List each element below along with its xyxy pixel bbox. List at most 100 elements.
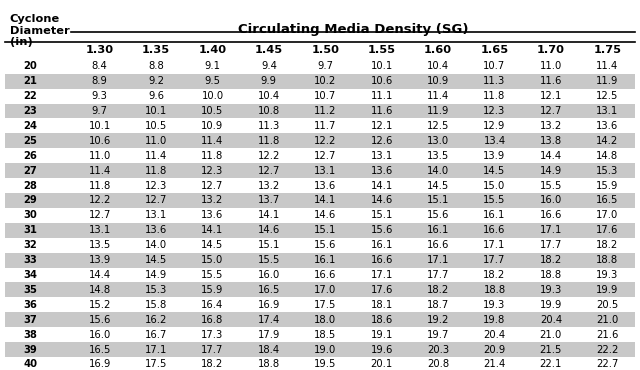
Text: 31: 31 (23, 225, 37, 235)
Text: 16.6: 16.6 (483, 225, 506, 235)
Text: 11.8: 11.8 (483, 91, 506, 101)
Text: 11.6: 11.6 (540, 76, 562, 86)
Text: 16.2: 16.2 (145, 315, 167, 325)
Text: Cyclone
Diameter
(in): Cyclone Diameter (in) (10, 14, 69, 47)
Text: 15.5: 15.5 (483, 195, 506, 205)
Text: 14.9: 14.9 (540, 166, 562, 176)
Text: 19.3: 19.3 (596, 270, 618, 280)
Bar (4, 133, 636, 148)
Text: 14.5: 14.5 (145, 255, 167, 265)
Bar (4, 253, 636, 268)
Text: 13.6: 13.6 (202, 211, 223, 221)
Text: 16.0: 16.0 (540, 195, 562, 205)
Text: 39: 39 (23, 344, 37, 354)
Bar (4, 312, 636, 327)
Text: 19.6: 19.6 (371, 344, 393, 354)
Text: 1.30: 1.30 (86, 45, 114, 55)
Text: 12.3: 12.3 (145, 181, 167, 191)
Text: 19.3: 19.3 (483, 300, 506, 310)
Text: 14.6: 14.6 (371, 195, 393, 205)
Text: 15.6: 15.6 (88, 315, 111, 325)
Text: 38: 38 (23, 330, 37, 340)
Text: 11.4: 11.4 (88, 166, 111, 176)
Text: 18.1: 18.1 (371, 300, 393, 310)
Text: 17.9: 17.9 (258, 330, 280, 340)
Text: 17.7: 17.7 (202, 344, 223, 354)
Text: 13.5: 13.5 (427, 151, 449, 161)
Text: 15.6: 15.6 (314, 240, 337, 250)
Text: 13.9: 13.9 (88, 255, 111, 265)
Text: 15.1: 15.1 (258, 240, 280, 250)
Text: 20.5: 20.5 (596, 300, 618, 310)
Text: 9.7: 9.7 (92, 106, 108, 116)
Text: 16.1: 16.1 (371, 240, 393, 250)
Text: 11.1: 11.1 (371, 91, 393, 101)
Text: 8.8: 8.8 (148, 61, 164, 71)
Text: 22.1: 22.1 (540, 359, 562, 369)
Text: 40: 40 (23, 359, 37, 369)
Text: 21.0: 21.0 (596, 315, 618, 325)
Text: 11.4: 11.4 (202, 136, 223, 146)
Text: 12.9: 12.9 (483, 121, 506, 131)
Text: 10.4: 10.4 (427, 61, 449, 71)
Text: 28: 28 (23, 181, 37, 191)
Text: 14.8: 14.8 (596, 151, 618, 161)
Text: 18.2: 18.2 (596, 240, 618, 250)
Text: 15.5: 15.5 (202, 270, 223, 280)
Text: 15.6: 15.6 (427, 211, 449, 221)
Text: 16.5: 16.5 (88, 344, 111, 354)
Text: 14.0: 14.0 (145, 240, 167, 250)
Text: 14.1: 14.1 (371, 181, 393, 191)
Text: 19.9: 19.9 (540, 300, 562, 310)
Text: 20.4: 20.4 (540, 315, 562, 325)
Text: 8.9: 8.9 (92, 76, 108, 86)
Text: 9.5: 9.5 (204, 76, 220, 86)
Text: 18.5: 18.5 (314, 330, 337, 340)
Text: 14.1: 14.1 (258, 211, 280, 221)
Text: 9.2: 9.2 (148, 76, 164, 86)
Text: 12.7: 12.7 (202, 181, 223, 191)
Text: 16.1: 16.1 (314, 255, 337, 265)
Text: 13.9: 13.9 (483, 151, 506, 161)
Text: 20: 20 (23, 61, 37, 71)
Text: 11.8: 11.8 (258, 136, 280, 146)
Text: 17.5: 17.5 (145, 359, 167, 369)
Text: 11.0: 11.0 (88, 151, 111, 161)
Text: 17.1: 17.1 (540, 225, 562, 235)
Text: 23: 23 (23, 106, 37, 116)
Text: 17.1: 17.1 (427, 255, 449, 265)
Bar (4, 74, 636, 89)
Text: 12.5: 12.5 (596, 91, 618, 101)
Text: 21.6: 21.6 (596, 330, 618, 340)
Text: 9.4: 9.4 (261, 61, 277, 71)
Text: 12.3: 12.3 (202, 166, 223, 176)
Text: 16.1: 16.1 (427, 225, 449, 235)
Text: 17.0: 17.0 (596, 211, 618, 221)
Text: 13.6: 13.6 (371, 166, 393, 176)
Text: 35: 35 (23, 285, 37, 295)
Text: 13.2: 13.2 (202, 195, 223, 205)
Text: 16.5: 16.5 (258, 285, 280, 295)
Text: 1.50: 1.50 (311, 45, 339, 55)
Text: 11.7: 11.7 (314, 121, 337, 131)
Text: 13.7: 13.7 (258, 195, 280, 205)
Text: 15.6: 15.6 (371, 225, 393, 235)
Text: 19.7: 19.7 (427, 330, 449, 340)
Text: 13.6: 13.6 (596, 121, 618, 131)
Text: 32: 32 (23, 240, 37, 250)
Text: 1.55: 1.55 (367, 45, 396, 55)
Text: 8.4: 8.4 (92, 61, 108, 71)
Text: 16.9: 16.9 (258, 300, 280, 310)
Text: 14.2: 14.2 (596, 136, 618, 146)
Bar (4, 163, 636, 178)
Text: 13.8: 13.8 (540, 136, 562, 146)
Text: 17.3: 17.3 (202, 330, 223, 340)
Text: 1.65: 1.65 (481, 45, 509, 55)
Text: 20.9: 20.9 (483, 344, 506, 354)
Text: 9.9: 9.9 (261, 76, 277, 86)
Text: 12.7: 12.7 (145, 195, 167, 205)
Text: 19.2: 19.2 (427, 315, 449, 325)
Text: 22.2: 22.2 (596, 344, 618, 354)
Text: 20.8: 20.8 (427, 359, 449, 369)
Text: Circulating Media Density (SG): Circulating Media Density (SG) (238, 23, 468, 36)
